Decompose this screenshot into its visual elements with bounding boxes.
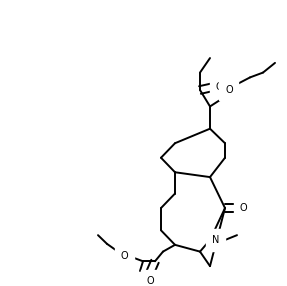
Text: O: O [225,85,233,95]
Text: O: O [120,251,128,261]
Text: O: O [146,276,154,286]
Text: O: O [216,82,224,92]
Text: N: N [212,235,219,245]
Text: O: O [240,203,248,213]
